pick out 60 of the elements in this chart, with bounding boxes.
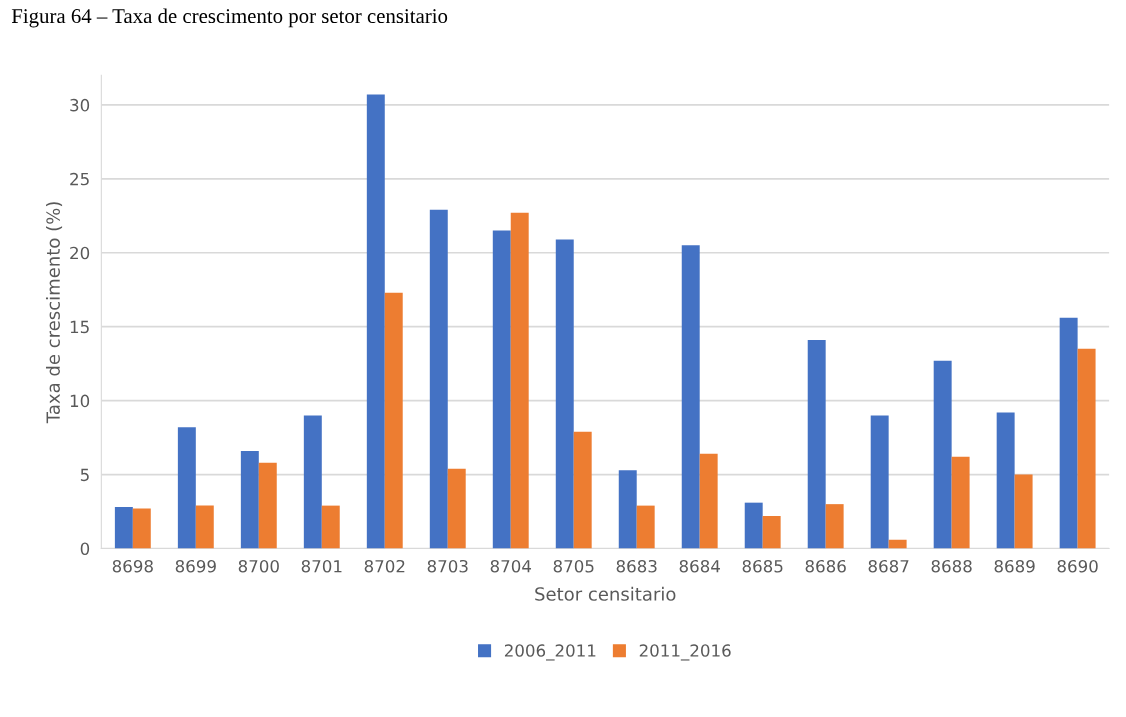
x-tick-label: 8690 <box>1057 559 1098 573</box>
y-tick-label: 30 <box>70 98 90 112</box>
legend-label: 2011_2016 <box>639 644 731 661</box>
bar <box>132 508 151 549</box>
x-tick-label: 8686 <box>805 559 846 573</box>
bar <box>1077 348 1096 549</box>
bar <box>195 505 214 549</box>
bar <box>744 502 763 549</box>
x-tick-label: 8704 <box>490 559 532 573</box>
x-tick-label: 8683 <box>616 559 657 573</box>
x-tick-label: 8688 <box>931 559 972 573</box>
chart-title: Figura 64 – Taxa de crescimento por setor censitario <box>11 8 448 28</box>
y-axis-title: Taxa de crescimento (%) <box>45 202 63 424</box>
bar <box>888 539 907 549</box>
x-tick-label: 8701 <box>301 559 342 573</box>
x-tick-label: 8687 <box>868 559 909 573</box>
bar <box>492 230 511 549</box>
x-tick-label: 8698 <box>112 559 153 573</box>
bar <box>429 209 448 549</box>
x-tick-label: 8700 <box>238 559 279 573</box>
bar <box>555 239 574 549</box>
bar <box>618 470 637 549</box>
bar <box>447 468 466 549</box>
y-tick-label: 20 <box>70 246 90 260</box>
bar <box>951 456 970 549</box>
bar <box>996 412 1015 549</box>
x-axis-title: Setor censitario <box>535 586 676 601</box>
x-tick-label: 8703 <box>427 559 468 573</box>
bar <box>573 431 592 549</box>
bar <box>177 427 196 549</box>
bar <box>681 245 700 549</box>
y-tick-label: 0 <box>80 542 90 556</box>
bar <box>762 515 781 549</box>
bar <box>870 415 889 549</box>
x-tick-label: 8699 <box>175 559 216 573</box>
y-tick-label: 25 <box>70 172 89 186</box>
y-tick-label: 10 <box>70 394 90 408</box>
x-tick-label: 8689 <box>994 559 1035 573</box>
legend-label: 2006_2011 <box>504 644 596 661</box>
bar <box>258 462 277 549</box>
y-tick-label: 5 <box>80 468 89 482</box>
bar <box>699 453 718 549</box>
x-tick-label: 8685 <box>742 559 783 573</box>
bar <box>636 505 655 549</box>
bar <box>1014 474 1033 549</box>
bar <box>303 415 322 549</box>
bar <box>510 212 529 549</box>
bar <box>240 450 259 549</box>
y-tick-label: 15 <box>70 320 89 334</box>
x-tick-label: 8705 <box>553 559 594 573</box>
bar <box>321 505 340 549</box>
bar <box>384 292 403 549</box>
bar <box>933 360 952 549</box>
bar <box>1059 317 1078 549</box>
x-tick-label: 8684 <box>679 559 720 573</box>
x-tick-label: 8702 <box>364 559 405 573</box>
bar <box>366 94 385 549</box>
bar <box>114 507 133 549</box>
bar <box>807 339 826 549</box>
bar <box>825 504 844 549</box>
